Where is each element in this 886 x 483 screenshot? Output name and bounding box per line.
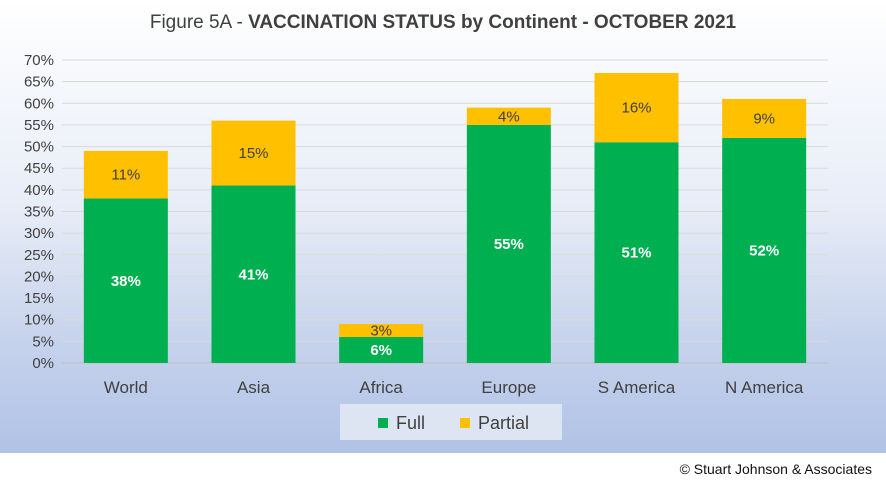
bar-partial [722, 98, 807, 138]
x-category-label: N America [725, 378, 804, 397]
bar-partial [466, 107, 551, 125]
chart-title: Figure 5A - VACCINATION STATUS by Contin… [0, 12, 886, 34]
y-tick-label: 65% [24, 74, 54, 91]
data-label-partial: 15% [238, 145, 268, 162]
bar-partial [339, 324, 424, 338]
chart-plot: 0% 5% 10% 15% 20% 25% 30% 35% 40% 45% 50% 55% 60% 65%… [24, 52, 828, 397]
data-label-full: 55% [494, 236, 524, 253]
x-category-label: World [104, 378, 148, 397]
y-tick-label: 10% [24, 312, 54, 329]
bar-full [466, 124, 551, 363]
y-tick-label: 40% [24, 182, 54, 199]
y-tick-label: 5% [32, 333, 54, 350]
y-tick-label: 70% [24, 52, 54, 69]
x-category-label: Asia [237, 378, 271, 397]
bar-full [211, 185, 296, 363]
legend: Full Partial [340, 404, 562, 440]
y-tick-label: 30% [24, 225, 54, 242]
data-label-full: 38% [111, 273, 141, 290]
chart-title-prefix: Figure 5A - [149, 12, 249, 33]
data-label-partial: 16% [621, 100, 651, 117]
data-label-full: 6% [370, 342, 392, 359]
x-category-label: Africa [359, 378, 403, 397]
y-tick-label: 45% [24, 160, 54, 177]
copyright-notice: © Stuart Johnson & Associates [679, 461, 872, 477]
bar-partial [211, 120, 296, 186]
y-tick-label: 55% [24, 117, 54, 134]
data-label-partial: 9% [753, 110, 775, 127]
data-label-full: 52% [749, 242, 779, 259]
y-tick-label: 50% [24, 139, 54, 156]
x-category-label: Europe [481, 378, 536, 397]
y-tick-label: 60% [24, 95, 54, 112]
data-label-full: 41% [238, 266, 268, 283]
y-tick-label: 35% [24, 204, 54, 221]
x-category-label: S America [598, 378, 676, 397]
bar-full [339, 337, 424, 363]
legend-label-full: Full [396, 413, 426, 433]
bar-partial [83, 150, 168, 199]
y-tick-label: 25% [24, 247, 54, 264]
data-label-full: 51% [621, 245, 651, 262]
bar-partial [594, 72, 679, 143]
legend-item-partial: Partial [460, 413, 529, 434]
legend-item-full: Full [378, 413, 425, 434]
legend-swatch-partial [460, 418, 470, 428]
data-label-partial: 3% [370, 323, 392, 340]
chart-title-main: VACCINATION STATUS by Continent - OCTOBE… [248, 12, 737, 33]
data-label-partial: 4% [498, 108, 520, 125]
legend-label-partial: Partial [478, 413, 530, 433]
legend-swatch-full [378, 418, 388, 428]
y-tick-label: 20% [24, 268, 54, 285]
data-label-partial: 11% [111, 167, 140, 184]
bar-full [722, 137, 807, 363]
chart-panel: Figure 5A - VACCINATION STATUS by Contin… [0, 0, 886, 453]
y-tick-label: 0% [32, 355, 54, 372]
bar-full [83, 198, 168, 363]
bar-full [594, 142, 679, 363]
y-tick-label: 15% [24, 290, 54, 307]
